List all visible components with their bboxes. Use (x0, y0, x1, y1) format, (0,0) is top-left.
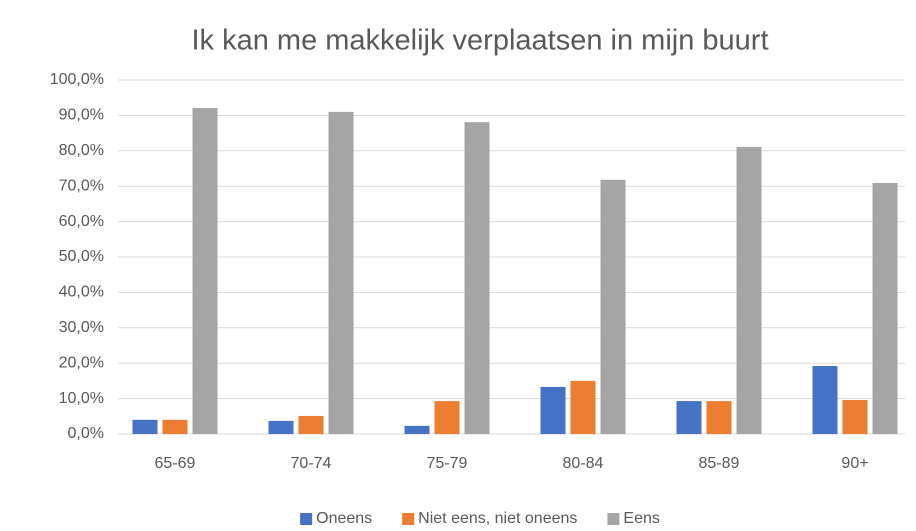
y-tick-label: 70,0% (59, 177, 104, 194)
x-tick-label: 90+ (841, 455, 868, 472)
bar (328, 111, 354, 435)
bar (132, 419, 158, 434)
bar (736, 146, 762, 434)
y-tick-label: 20,0% (59, 354, 104, 371)
legend-label: Eens (623, 510, 659, 527)
y-tick-label: 0,0% (68, 425, 104, 442)
y-tick-label: 90,0% (59, 107, 104, 124)
x-tick-label: 75-79 (427, 455, 468, 472)
bar (162, 419, 188, 434)
bar (842, 400, 868, 434)
x-tick-label: 85-89 (699, 455, 740, 472)
x-tick-label: 80-84 (563, 455, 604, 472)
y-tick-label: 30,0% (59, 319, 104, 336)
bar (268, 420, 294, 434)
bar (600, 179, 626, 434)
chart-title: Ik kan me makkelijk verplaatsen in mijn … (191, 25, 768, 57)
bar (872, 183, 898, 434)
legend-swatch (402, 513, 415, 525)
bar (540, 386, 566, 434)
legend-swatch (300, 513, 313, 525)
bar (676, 401, 702, 434)
bar (298, 415, 324, 434)
bar (464, 122, 490, 434)
y-tick-label: 80,0% (59, 142, 104, 159)
y-tick-label: 50,0% (59, 248, 104, 265)
bar (434, 401, 460, 434)
y-tick-label: 100,0% (50, 71, 104, 88)
bar (570, 380, 596, 434)
legend-label: Oneens (316, 510, 372, 527)
bar (404, 425, 430, 434)
bar (192, 107, 218, 434)
legend-swatch (607, 513, 620, 525)
x-tick-label: 65-69 (155, 455, 196, 472)
y-tick-label: 40,0% (59, 284, 104, 301)
bar (812, 366, 838, 434)
x-tick-label: 70-74 (291, 455, 332, 472)
y-tick-label: 10,0% (59, 390, 104, 407)
y-tick-label: 60,0% (59, 213, 104, 230)
bar (706, 401, 732, 434)
legend-label: Niet eens, niet oneens (418, 510, 577, 527)
